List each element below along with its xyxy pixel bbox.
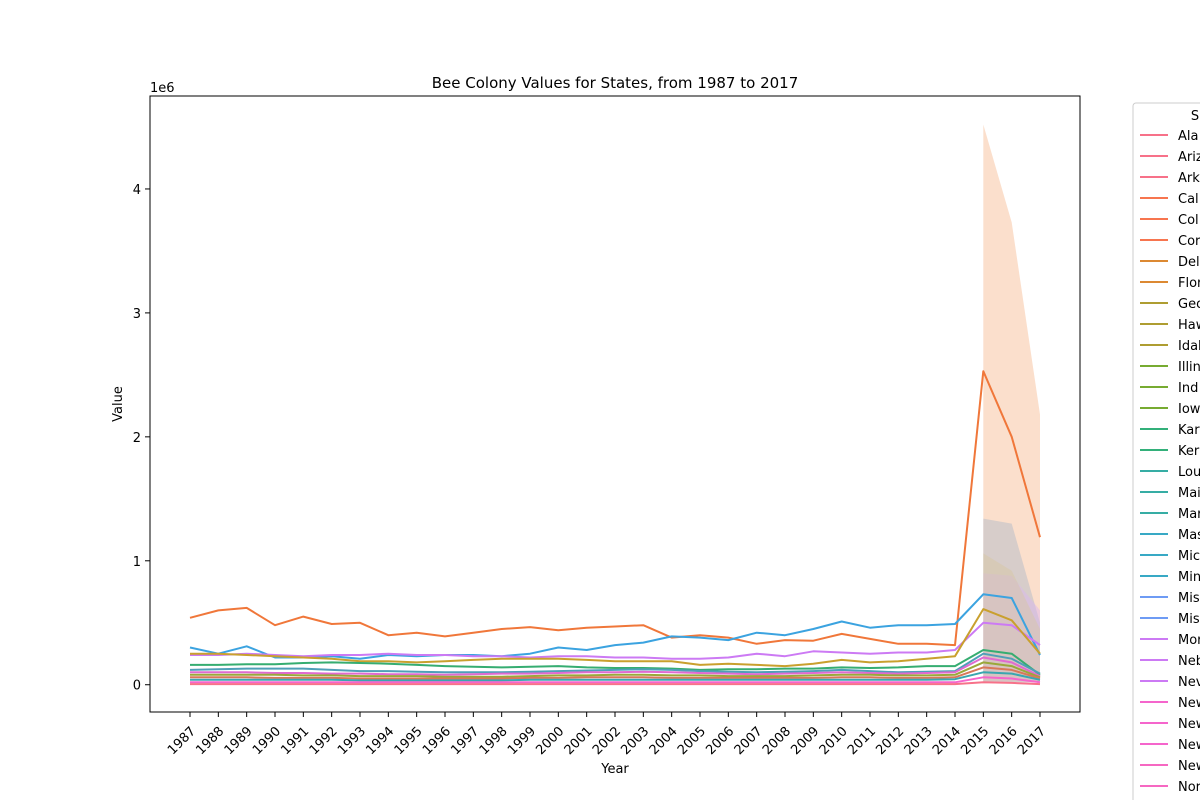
legend-frame bbox=[1132, 102, 1200, 800]
x-tick-label-13: 2000 bbox=[533, 724, 567, 758]
series-line-4 bbox=[190, 649, 1041, 676]
series-band-2 bbox=[983, 573, 1040, 683]
series-line-5 bbox=[189, 652, 1041, 675]
legend-entry-12: Ind bbox=[1178, 381, 1198, 396]
series-line-10 bbox=[190, 676, 1041, 684]
legend-entry-19: Mas bbox=[1178, 528, 1200, 543]
y-axis-title: Value bbox=[111, 386, 126, 422]
legend-entry-8: Geo bbox=[1178, 297, 1200, 312]
x-tick-label-10: 1997 bbox=[448, 724, 482, 758]
legend-entry-7: Flor bbox=[1178, 276, 1200, 291]
x-tick-label-6: 1993 bbox=[335, 724, 369, 758]
legend-entry-3: Cal bbox=[1178, 192, 1199, 207]
x-tick-label-11: 1998 bbox=[477, 724, 511, 758]
chart-title: Bee Colony Values for States, from 1987 … bbox=[432, 74, 799, 92]
legend-entry-6: Del bbox=[1178, 255, 1200, 270]
legend-entry-0: Ala bbox=[1178, 129, 1198, 144]
legend-entry-16: Lou bbox=[1178, 465, 1200, 480]
legend-entry-14: Kar bbox=[1178, 423, 1200, 438]
x-tick-label-1: 1988 bbox=[193, 724, 227, 758]
x-tick-label-20: 2007 bbox=[732, 724, 766, 758]
series-line-2 bbox=[190, 621, 1041, 660]
y-axis: 0 1 2 3 4 bbox=[133, 183, 150, 694]
y-tick-label-3: 3 bbox=[133, 307, 141, 322]
x-axis: 1987198819891990199119921993199419951996… bbox=[165, 712, 1049, 758]
legend: S Ala Ariz Ark Cal Col Cor Del Flor Geo Haw Idal Il… bbox=[1132, 102, 1200, 800]
series-line-3 bbox=[190, 608, 1041, 668]
x-tick-label-2: 1989 bbox=[222, 724, 256, 758]
series-lines bbox=[189, 370, 1041, 686]
legend-entry-26: Nev bbox=[1178, 675, 1200, 690]
y-tick-label-1: 1 bbox=[133, 555, 141, 570]
legend-entry-24: Mor bbox=[1178, 633, 1200, 648]
series-band-1 bbox=[983, 518, 1040, 683]
series-band-0 bbox=[983, 124, 1040, 681]
legend-entry-23: Mis bbox=[1178, 612, 1200, 627]
series-line-9 bbox=[190, 671, 1041, 682]
legend-entry-17: Mai bbox=[1178, 486, 1200, 501]
plot-frame bbox=[149, 95, 1081, 713]
legend-entry-20: Mic bbox=[1178, 549, 1200, 564]
legend-entry-29: New bbox=[1178, 738, 1200, 753]
series-line-0 bbox=[189, 370, 1041, 647]
series-band-3 bbox=[983, 553, 1040, 683]
series-line-1 bbox=[189, 593, 1041, 660]
x-tick-label-15: 2002 bbox=[590, 724, 624, 758]
y-tick-label-4: 4 bbox=[133, 183, 141, 198]
x-tick-label-7: 1994 bbox=[363, 724, 397, 758]
legend-entry-18: Mar bbox=[1178, 507, 1200, 522]
legend-entry-31: Nor bbox=[1178, 780, 1200, 795]
x-tick-label-24: 2011 bbox=[845, 724, 879, 758]
legend-entry-25: Neb bbox=[1178, 654, 1200, 669]
series-line-7 bbox=[190, 661, 1041, 679]
x-tick-label-27: 2014 bbox=[930, 724, 964, 758]
legend-entry-2: Ark bbox=[1178, 171, 1200, 186]
x-tick-label-16: 2003 bbox=[618, 724, 652, 758]
legend-items: Ala Ariz Ark Cal Col Cor Del Flor Geo Haw Idal Illi… bbox=[1140, 129, 1200, 795]
x-tick-label-4: 1991 bbox=[278, 724, 312, 758]
x-tick-label-25: 2012 bbox=[873, 724, 907, 758]
x-tick-label-28: 2015 bbox=[958, 724, 992, 758]
x-tick-label-17: 2004 bbox=[647, 724, 681, 758]
confidence-bands bbox=[983, 124, 1040, 683]
series-line-11 bbox=[190, 681, 1041, 686]
legend-title: S bbox=[1191, 109, 1199, 124]
x-tick-label-19: 2006 bbox=[703, 724, 737, 758]
x-axis-title: Year bbox=[600, 762, 629, 777]
legend-entry-21: Min bbox=[1178, 570, 1200, 585]
legend-entry-10: Idal bbox=[1178, 339, 1200, 354]
x-tick-label-12: 1999 bbox=[505, 724, 539, 758]
x-tick-label-14: 2001 bbox=[562, 724, 596, 758]
legend-entry-13: Iow bbox=[1178, 402, 1200, 417]
legend-entry-28: New bbox=[1178, 717, 1200, 732]
legend-entry-22: Mis bbox=[1178, 591, 1200, 606]
x-tick-label-21: 2008 bbox=[760, 724, 794, 758]
x-tick-label-23: 2010 bbox=[817, 724, 851, 758]
legend-entry-1: Ariz bbox=[1178, 150, 1200, 165]
y-tick-label-0: 0 bbox=[133, 679, 141, 694]
x-tick-label-22: 2009 bbox=[788, 724, 822, 758]
x-tick-label-8: 1995 bbox=[392, 724, 426, 758]
x-tick-label-3: 1990 bbox=[250, 724, 284, 758]
legend-entry-5: Cor bbox=[1178, 234, 1200, 249]
x-tick-label-0: 1987 bbox=[165, 724, 199, 758]
x-tick-label-5: 1992 bbox=[307, 724, 341, 758]
series-line-6 bbox=[190, 656, 1041, 678]
x-tick-label-30: 2017 bbox=[1015, 724, 1049, 758]
x-tick-label-9: 1996 bbox=[420, 724, 454, 758]
x-tick-label-29: 2016 bbox=[987, 724, 1021, 758]
legend-entry-30: New bbox=[1178, 759, 1200, 774]
y-offset-label: 1e6 bbox=[150, 81, 175, 96]
x-tick-label-26: 2013 bbox=[902, 724, 936, 758]
legend-entry-9: Haw bbox=[1178, 318, 1200, 333]
legend-entry-11: Illin bbox=[1178, 360, 1200, 375]
legend-entry-15: Ker bbox=[1178, 444, 1200, 459]
series-line-8 bbox=[190, 666, 1041, 680]
legend-entry-4: Col bbox=[1178, 213, 1199, 228]
legend-entry-27: New bbox=[1178, 696, 1200, 711]
x-tick-label-18: 2005 bbox=[675, 724, 709, 758]
y-tick-label-2: 2 bbox=[133, 431, 141, 446]
